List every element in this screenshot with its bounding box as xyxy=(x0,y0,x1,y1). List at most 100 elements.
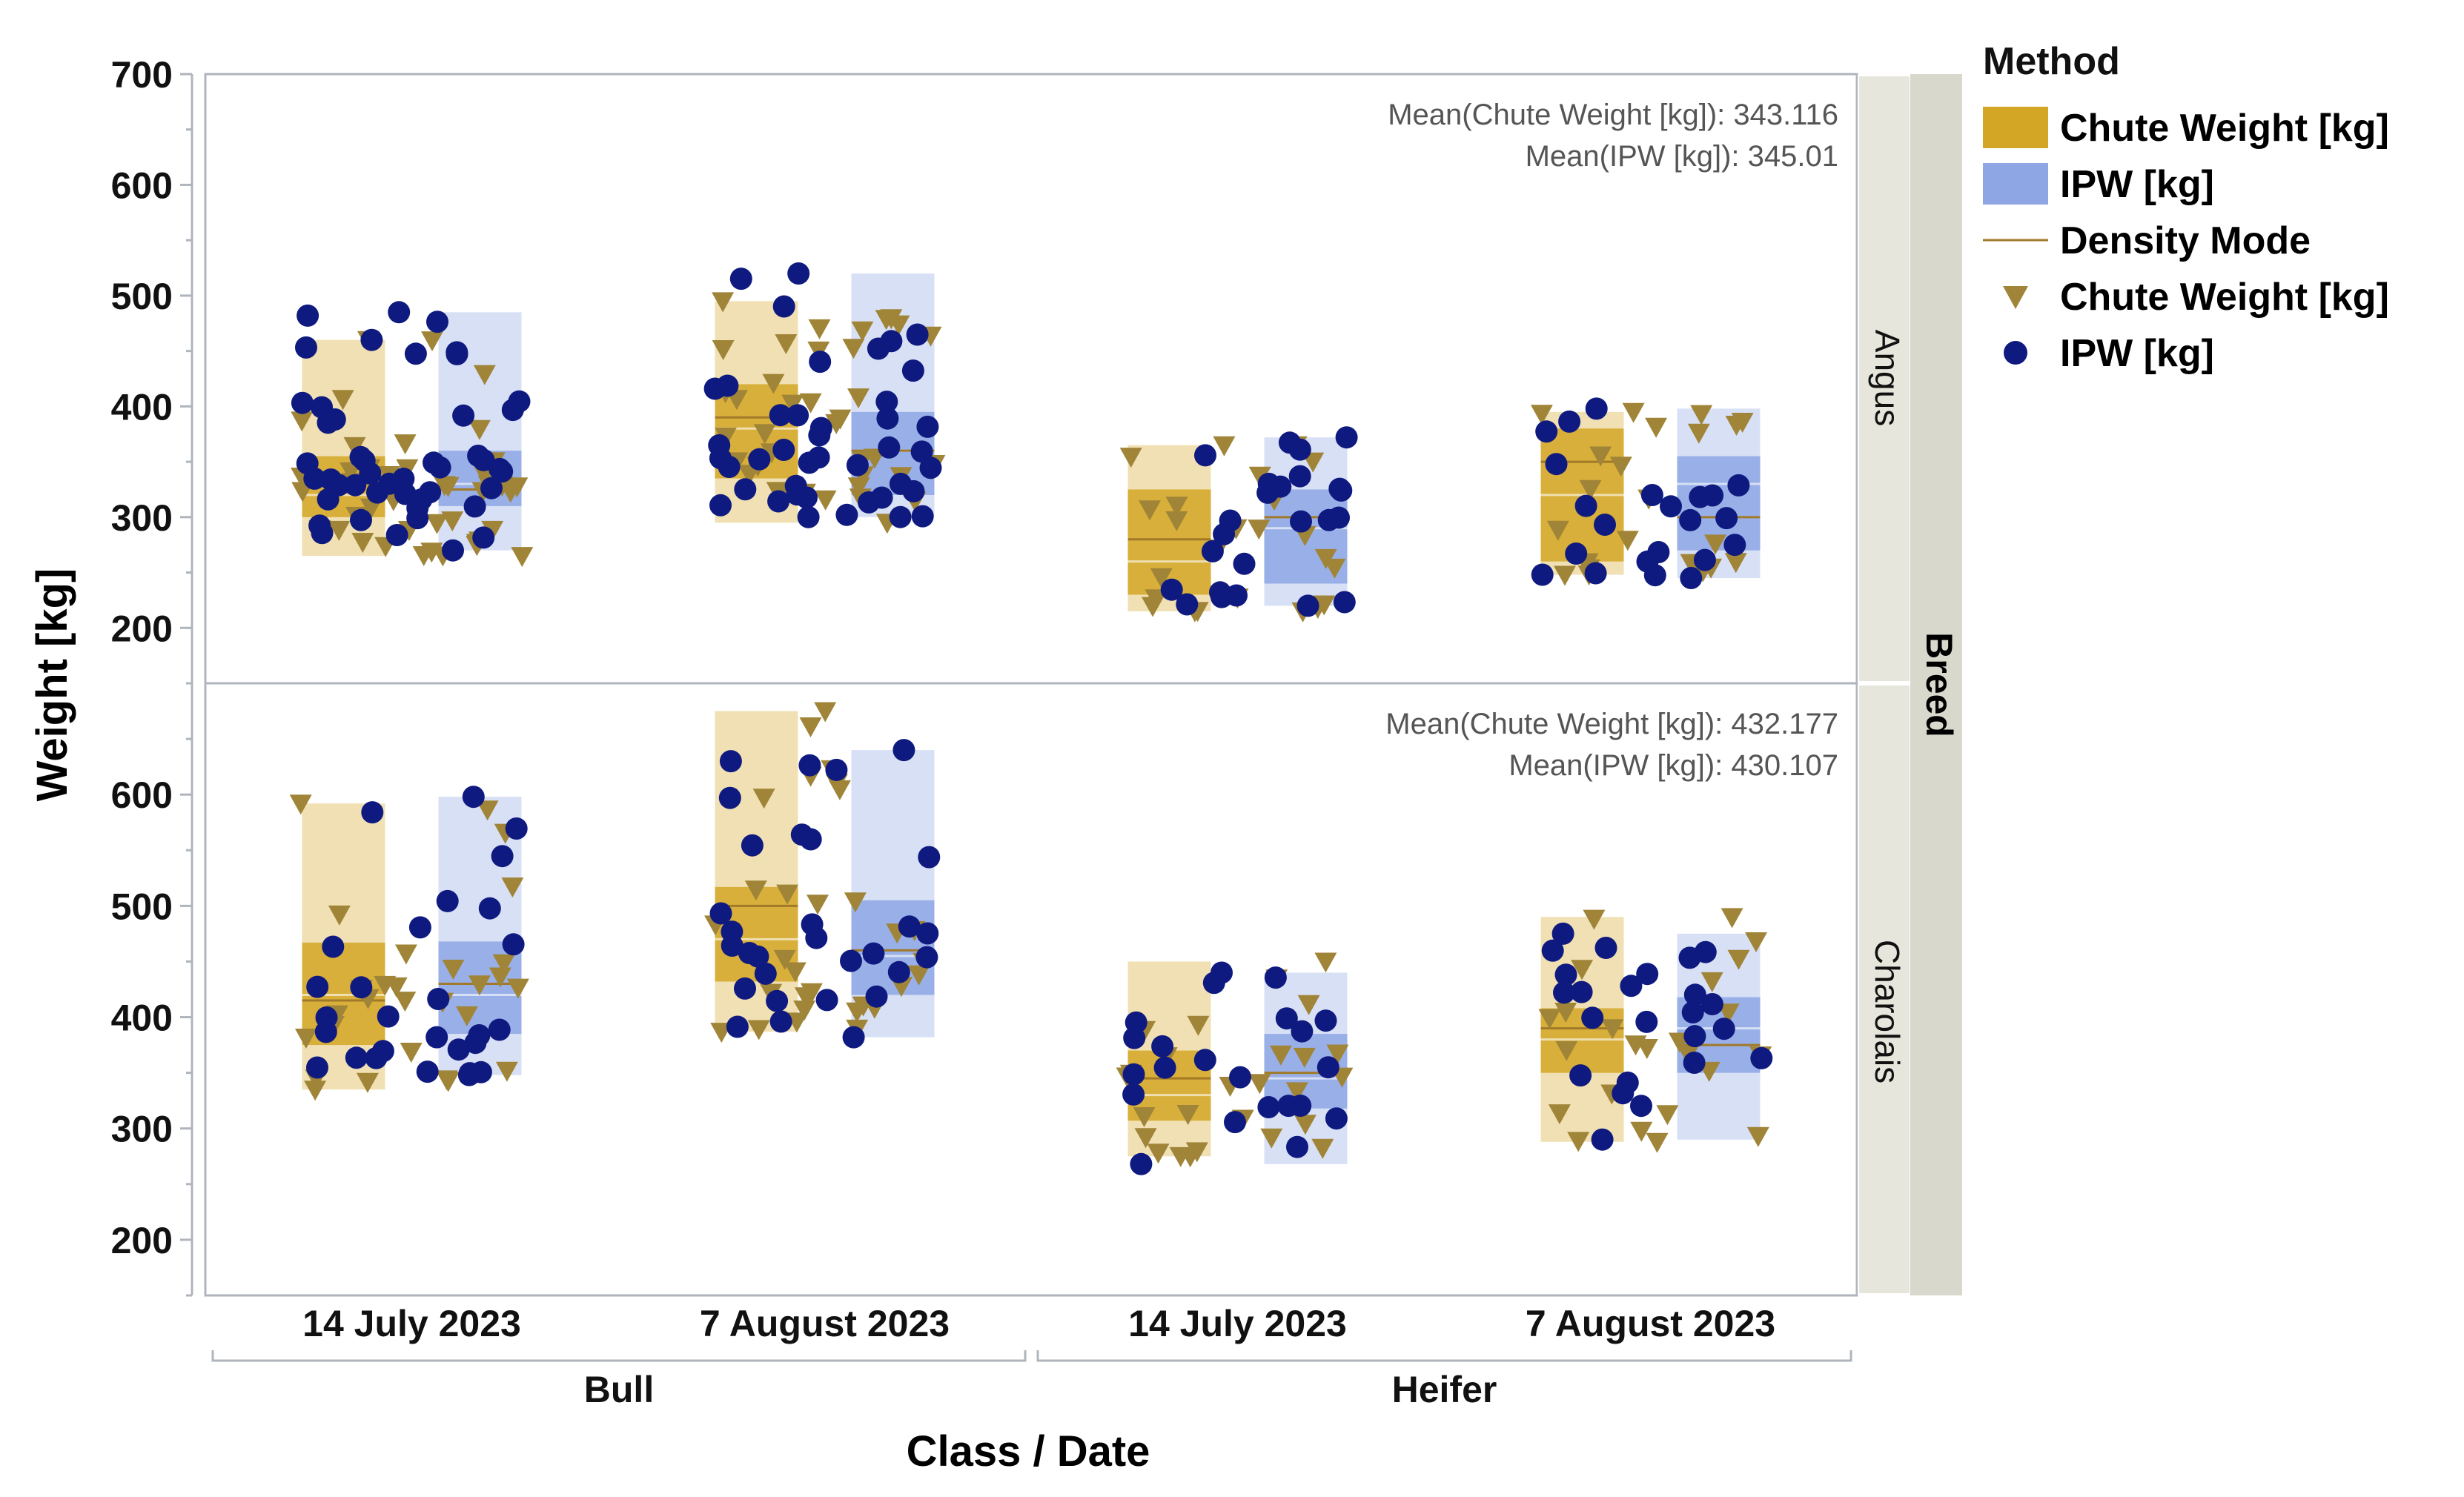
ipw-point xyxy=(911,505,934,528)
breed-strip xyxy=(1910,74,1962,1295)
facet-strip xyxy=(1858,684,1911,1295)
chute-point xyxy=(506,978,529,999)
chute-point xyxy=(1704,534,1726,555)
chute-point xyxy=(328,905,351,926)
ipw-point xyxy=(798,451,821,474)
ipw-point xyxy=(426,311,448,333)
ipw-point xyxy=(1288,438,1311,461)
ipw-point xyxy=(1678,946,1701,969)
chute-point xyxy=(394,992,417,1012)
ipw-point xyxy=(404,342,427,365)
group-bracket xyxy=(1036,1350,1852,1362)
ipw-point xyxy=(1693,548,1716,571)
ipw-point xyxy=(1616,1071,1639,1094)
chute-point xyxy=(468,975,491,996)
ipw-point xyxy=(1277,1095,1300,1118)
chute-point xyxy=(1555,1040,1578,1061)
chute-point xyxy=(1622,402,1645,423)
y-tick-label: 700 xyxy=(111,54,173,96)
chute-point xyxy=(875,310,898,331)
chute-point xyxy=(747,1020,770,1040)
ipw-point xyxy=(1565,542,1588,565)
chute-point xyxy=(1248,520,1271,540)
ipw-point xyxy=(1640,484,1663,506)
ipw-point xyxy=(446,342,468,365)
ipw-point xyxy=(350,508,372,531)
ipw-point xyxy=(734,977,756,1000)
ipw-point xyxy=(919,457,942,479)
ipw-point xyxy=(291,391,314,414)
legend-label: Chute Weight [kg] xyxy=(2060,276,2389,319)
ipw-point xyxy=(1569,1064,1592,1087)
ipw-point xyxy=(805,926,828,949)
ipw-point xyxy=(1635,1010,1658,1033)
chute-point xyxy=(442,960,465,980)
ipw-point xyxy=(1328,477,1351,500)
chute-point xyxy=(1687,423,1710,444)
ipw-point xyxy=(361,801,384,824)
ipw-point xyxy=(306,1056,328,1079)
ipw-point xyxy=(708,434,731,457)
ipw-point xyxy=(371,1040,394,1063)
chute-point xyxy=(828,780,851,800)
chute-point xyxy=(1165,497,1188,517)
ipw-point xyxy=(1151,1035,1174,1058)
y-tick-label: 600 xyxy=(111,165,173,206)
ipw-point xyxy=(1257,1096,1280,1118)
ipw-point xyxy=(488,1018,511,1041)
ipw-point xyxy=(377,1005,400,1028)
ipw-point xyxy=(721,920,743,943)
ipw-point xyxy=(349,445,372,468)
ipw-point xyxy=(1229,1066,1251,1089)
x-tick-label: 7 August 2023 xyxy=(1526,1303,1775,1344)
ipw-point xyxy=(840,949,862,972)
legend-label: IPW [kg] xyxy=(2060,163,2214,206)
chute-point xyxy=(753,424,776,445)
ipw-point xyxy=(797,505,820,528)
ipw-point xyxy=(1594,514,1616,536)
ipw-point xyxy=(787,262,810,285)
chute-point xyxy=(1571,960,1594,980)
ipw-point xyxy=(308,514,331,537)
facet-title: Breed xyxy=(1918,632,1960,737)
ipw-point xyxy=(1574,494,1597,517)
ipw-point xyxy=(408,916,431,939)
ipw-point xyxy=(1680,567,1703,589)
ipw-point xyxy=(766,989,789,1012)
ipw-point xyxy=(1558,410,1581,433)
y-tick-label: 300 xyxy=(111,1109,173,1150)
chute-point xyxy=(1323,558,1346,579)
ipw-point xyxy=(754,962,777,985)
chute-point xyxy=(784,962,807,983)
ipw-point xyxy=(1123,1026,1146,1049)
ipw-point xyxy=(876,407,899,430)
ipw-point xyxy=(1194,444,1216,467)
chute-point xyxy=(781,394,804,415)
chute-point xyxy=(351,533,374,553)
ipw-point xyxy=(360,328,383,351)
ipw-point xyxy=(1545,453,1568,476)
chute-point xyxy=(489,967,511,988)
ipw-point xyxy=(1581,1006,1604,1029)
ipw-point xyxy=(734,478,757,501)
chute-point xyxy=(433,476,456,497)
ipw-point xyxy=(366,481,388,504)
ipw-point xyxy=(1213,522,1236,545)
ipw-point xyxy=(1335,426,1358,449)
chute-point xyxy=(435,1070,458,1091)
ipw-point xyxy=(865,985,888,1008)
mean-annotation: Mean(Chute Weight [kg]): 343.116 xyxy=(1388,99,1838,131)
ipw-point xyxy=(419,481,442,504)
ipw-point xyxy=(1202,972,1225,995)
ipw-point xyxy=(1257,472,1280,495)
chute-point xyxy=(1601,1019,1624,1040)
ipw-point xyxy=(468,1024,491,1046)
chute-point xyxy=(1548,1104,1571,1125)
chute-point xyxy=(331,390,354,411)
ipw-point xyxy=(297,304,319,327)
ipw-point xyxy=(1700,993,1723,1015)
ipw-point xyxy=(809,351,832,374)
chute-point xyxy=(794,987,817,1008)
ipw-point xyxy=(858,491,881,514)
ipw-point xyxy=(878,436,901,459)
